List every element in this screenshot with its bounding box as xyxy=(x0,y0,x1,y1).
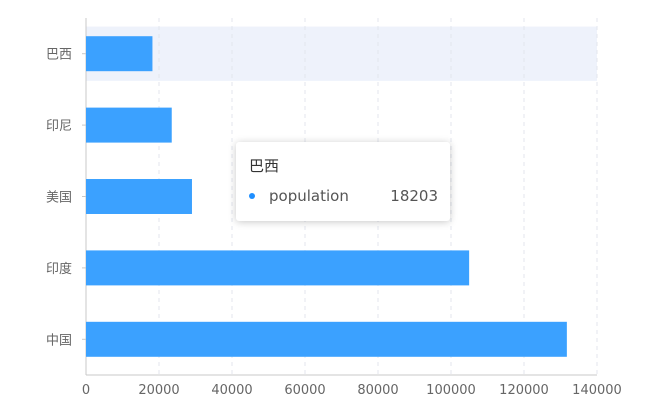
x-tick-label: 60000 xyxy=(284,383,325,398)
y-tick-label: 印度 xyxy=(46,261,72,277)
x-tick-label: 80000 xyxy=(357,383,398,398)
chart-tooltip: 巴西 population 18203 xyxy=(236,142,450,221)
x-tick-label: 100000 xyxy=(426,383,476,398)
series-marker-icon xyxy=(249,193,255,199)
bar xyxy=(86,36,153,72)
y-tick-label: 中国 xyxy=(46,333,72,348)
y-tick-label: 美国 xyxy=(46,191,72,206)
bar xyxy=(86,179,192,214)
tooltip-title: 巴西 xyxy=(249,157,280,175)
x-tick-label: 40000 xyxy=(211,383,252,398)
x-tick-label: 140000 xyxy=(572,383,622,398)
tooltip-value: 18203 xyxy=(390,187,438,205)
tooltip-series-name: population xyxy=(269,187,349,205)
x-tick-label: 0 xyxy=(82,383,90,398)
x-tick-label: 20000 xyxy=(138,383,179,398)
tooltip-row: population 18203 xyxy=(249,186,438,206)
bar xyxy=(86,250,470,286)
bar xyxy=(86,107,172,143)
bar xyxy=(86,321,567,357)
y-tick-label: 印尼 xyxy=(46,119,72,134)
x-tick-label: 120000 xyxy=(499,383,549,398)
y-tick-label: 巴西 xyxy=(46,48,72,63)
highlight-band xyxy=(86,26,597,81)
